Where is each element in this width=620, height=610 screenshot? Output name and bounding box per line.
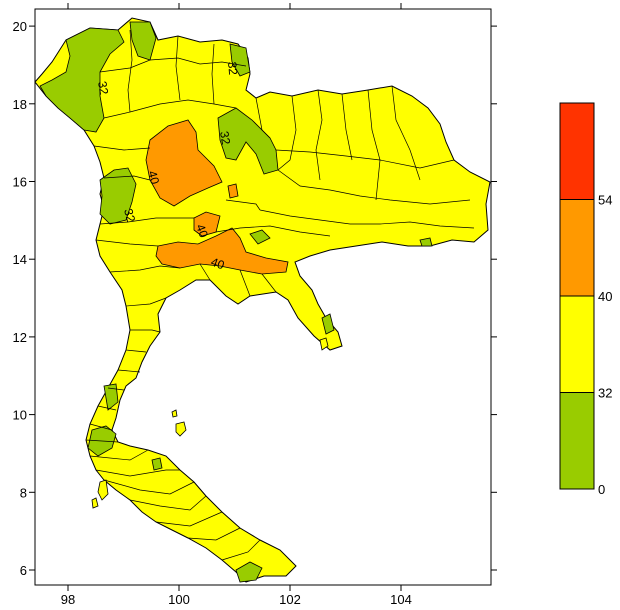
y-tick-label: 20: [13, 19, 27, 34]
legend-bin: [559, 102, 595, 200]
green-region-peninsula-small: [151, 457, 163, 471]
contour-orange-regions: [145, 119, 289, 275]
orange-region-small-1: [227, 183, 239, 199]
legend-bin: [559, 199, 595, 297]
green-region-northwest: [39, 27, 125, 133]
contour-label: 40: [193, 222, 211, 240]
contour-label: 32: [217, 130, 233, 146]
contour-label: 32: [121, 207, 138, 224]
orange-region-band: [155, 227, 289, 275]
legend-bin: [559, 392, 595, 490]
y-tick-label: 18: [13, 97, 27, 112]
province-borders: [85, 29, 475, 561]
contour-label: 40: [209, 255, 227, 273]
legend-label: 0: [598, 482, 605, 497]
contour-labels: 32 32 32 40 32 40 40: [95, 61, 240, 272]
x-tick-label: 100: [168, 592, 190, 607]
y-tick-label: 12: [13, 330, 27, 345]
y-tick-label: 6: [20, 563, 27, 578]
contour-label: 32: [95, 80, 111, 96]
contour-label: 32: [225, 61, 240, 76]
y-tick-label: 16: [13, 175, 27, 190]
contour-label: 40: [145, 169, 162, 186]
legend-outline: [559, 102, 595, 490]
y-tick-label: 14: [13, 252, 27, 267]
y-tick-label: 8: [20, 485, 27, 500]
green-region-south: [235, 561, 263, 583]
green-region-peninsula-west: [103, 383, 119, 411]
orange-region-central: [145, 119, 223, 207]
island-east: [175, 421, 187, 437]
green-region-southeast-coast: [321, 313, 335, 335]
x-tick-label: 98: [61, 592, 75, 607]
legend-label: 40: [598, 289, 612, 304]
island-chumphon: [171, 409, 178, 418]
contour-green-regions: [39, 21, 433, 583]
x-tick-label: 102: [279, 592, 301, 607]
legend-bin: [559, 295, 595, 393]
y-tick-label: 10: [13, 408, 27, 423]
green-region-west: [99, 167, 137, 225]
island-trat: [319, 337, 329, 351]
green-region-northeast-tip: [229, 43, 251, 77]
legend-label: 32: [598, 386, 612, 401]
x-axis-ticks: 98 100 102 104: [61, 3, 412, 607]
y-axis-ticks: 6 8 10 12 14 16 18 20: [13, 19, 497, 578]
x-tick-label: 104: [390, 592, 412, 607]
green-region-center-small: [249, 229, 271, 245]
island-west-2: [91, 497, 99, 509]
legend-colorbar: 0 32 40 54: [559, 102, 612, 497]
green-region-east-small: [419, 237, 433, 247]
legend-label: 54: [598, 193, 612, 208]
green-region-central-north: [217, 107, 279, 175]
